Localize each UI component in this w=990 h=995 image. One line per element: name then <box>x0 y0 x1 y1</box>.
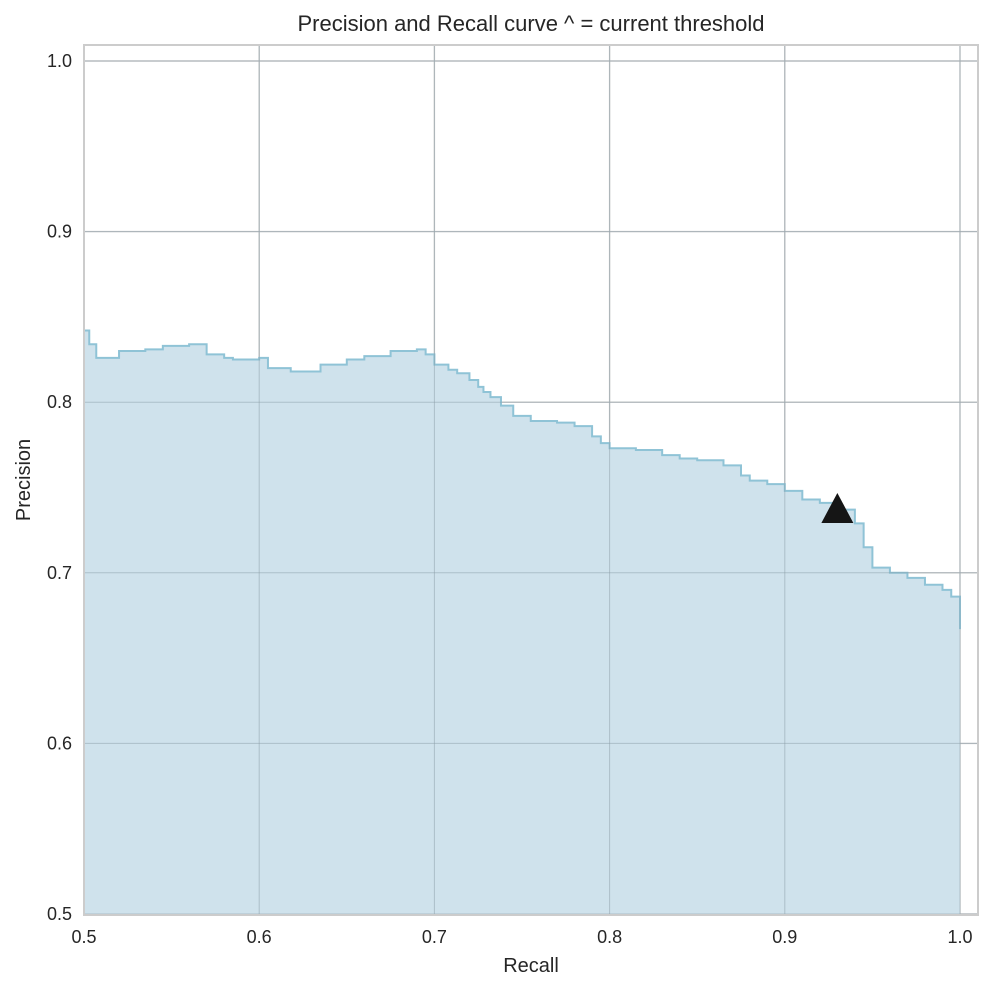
y-tick-labels: 0.5 0.6 0.7 0.8 0.9 1.0 <box>47 51 72 924</box>
current-threshold-marker <box>821 492 854 523</box>
x-tick-label: 0.6 <box>247 927 272 947</box>
y-tick-label: 0.6 <box>47 733 72 753</box>
y-tick-label: 0.7 <box>47 563 72 583</box>
y-tick-label: 0.5 <box>47 904 72 924</box>
x-axis-label: Recall <box>503 955 559 977</box>
y-axis-label: Precision <box>13 439 35 521</box>
x-tick-label: 1.0 <box>947 927 972 947</box>
y-tick-label: 0.8 <box>47 392 72 412</box>
y-tick-label: 1.0 <box>47 51 72 71</box>
x-tick-label: 0.5 <box>71 927 96 947</box>
chart-title: Precision and Recall curve ^ = current t… <box>297 11 764 36</box>
threshold-marker-group <box>821 492 854 523</box>
x-tick-labels: 0.5 0.6 0.7 0.8 0.9 1.0 <box>71 927 972 947</box>
plot-frame <box>83 44 979 916</box>
x-tick-label: 0.8 <box>597 927 622 947</box>
y-tick-label: 0.9 <box>47 222 72 242</box>
x-tick-label: 0.7 <box>422 927 447 947</box>
x-tick-label: 0.9 <box>772 927 797 947</box>
